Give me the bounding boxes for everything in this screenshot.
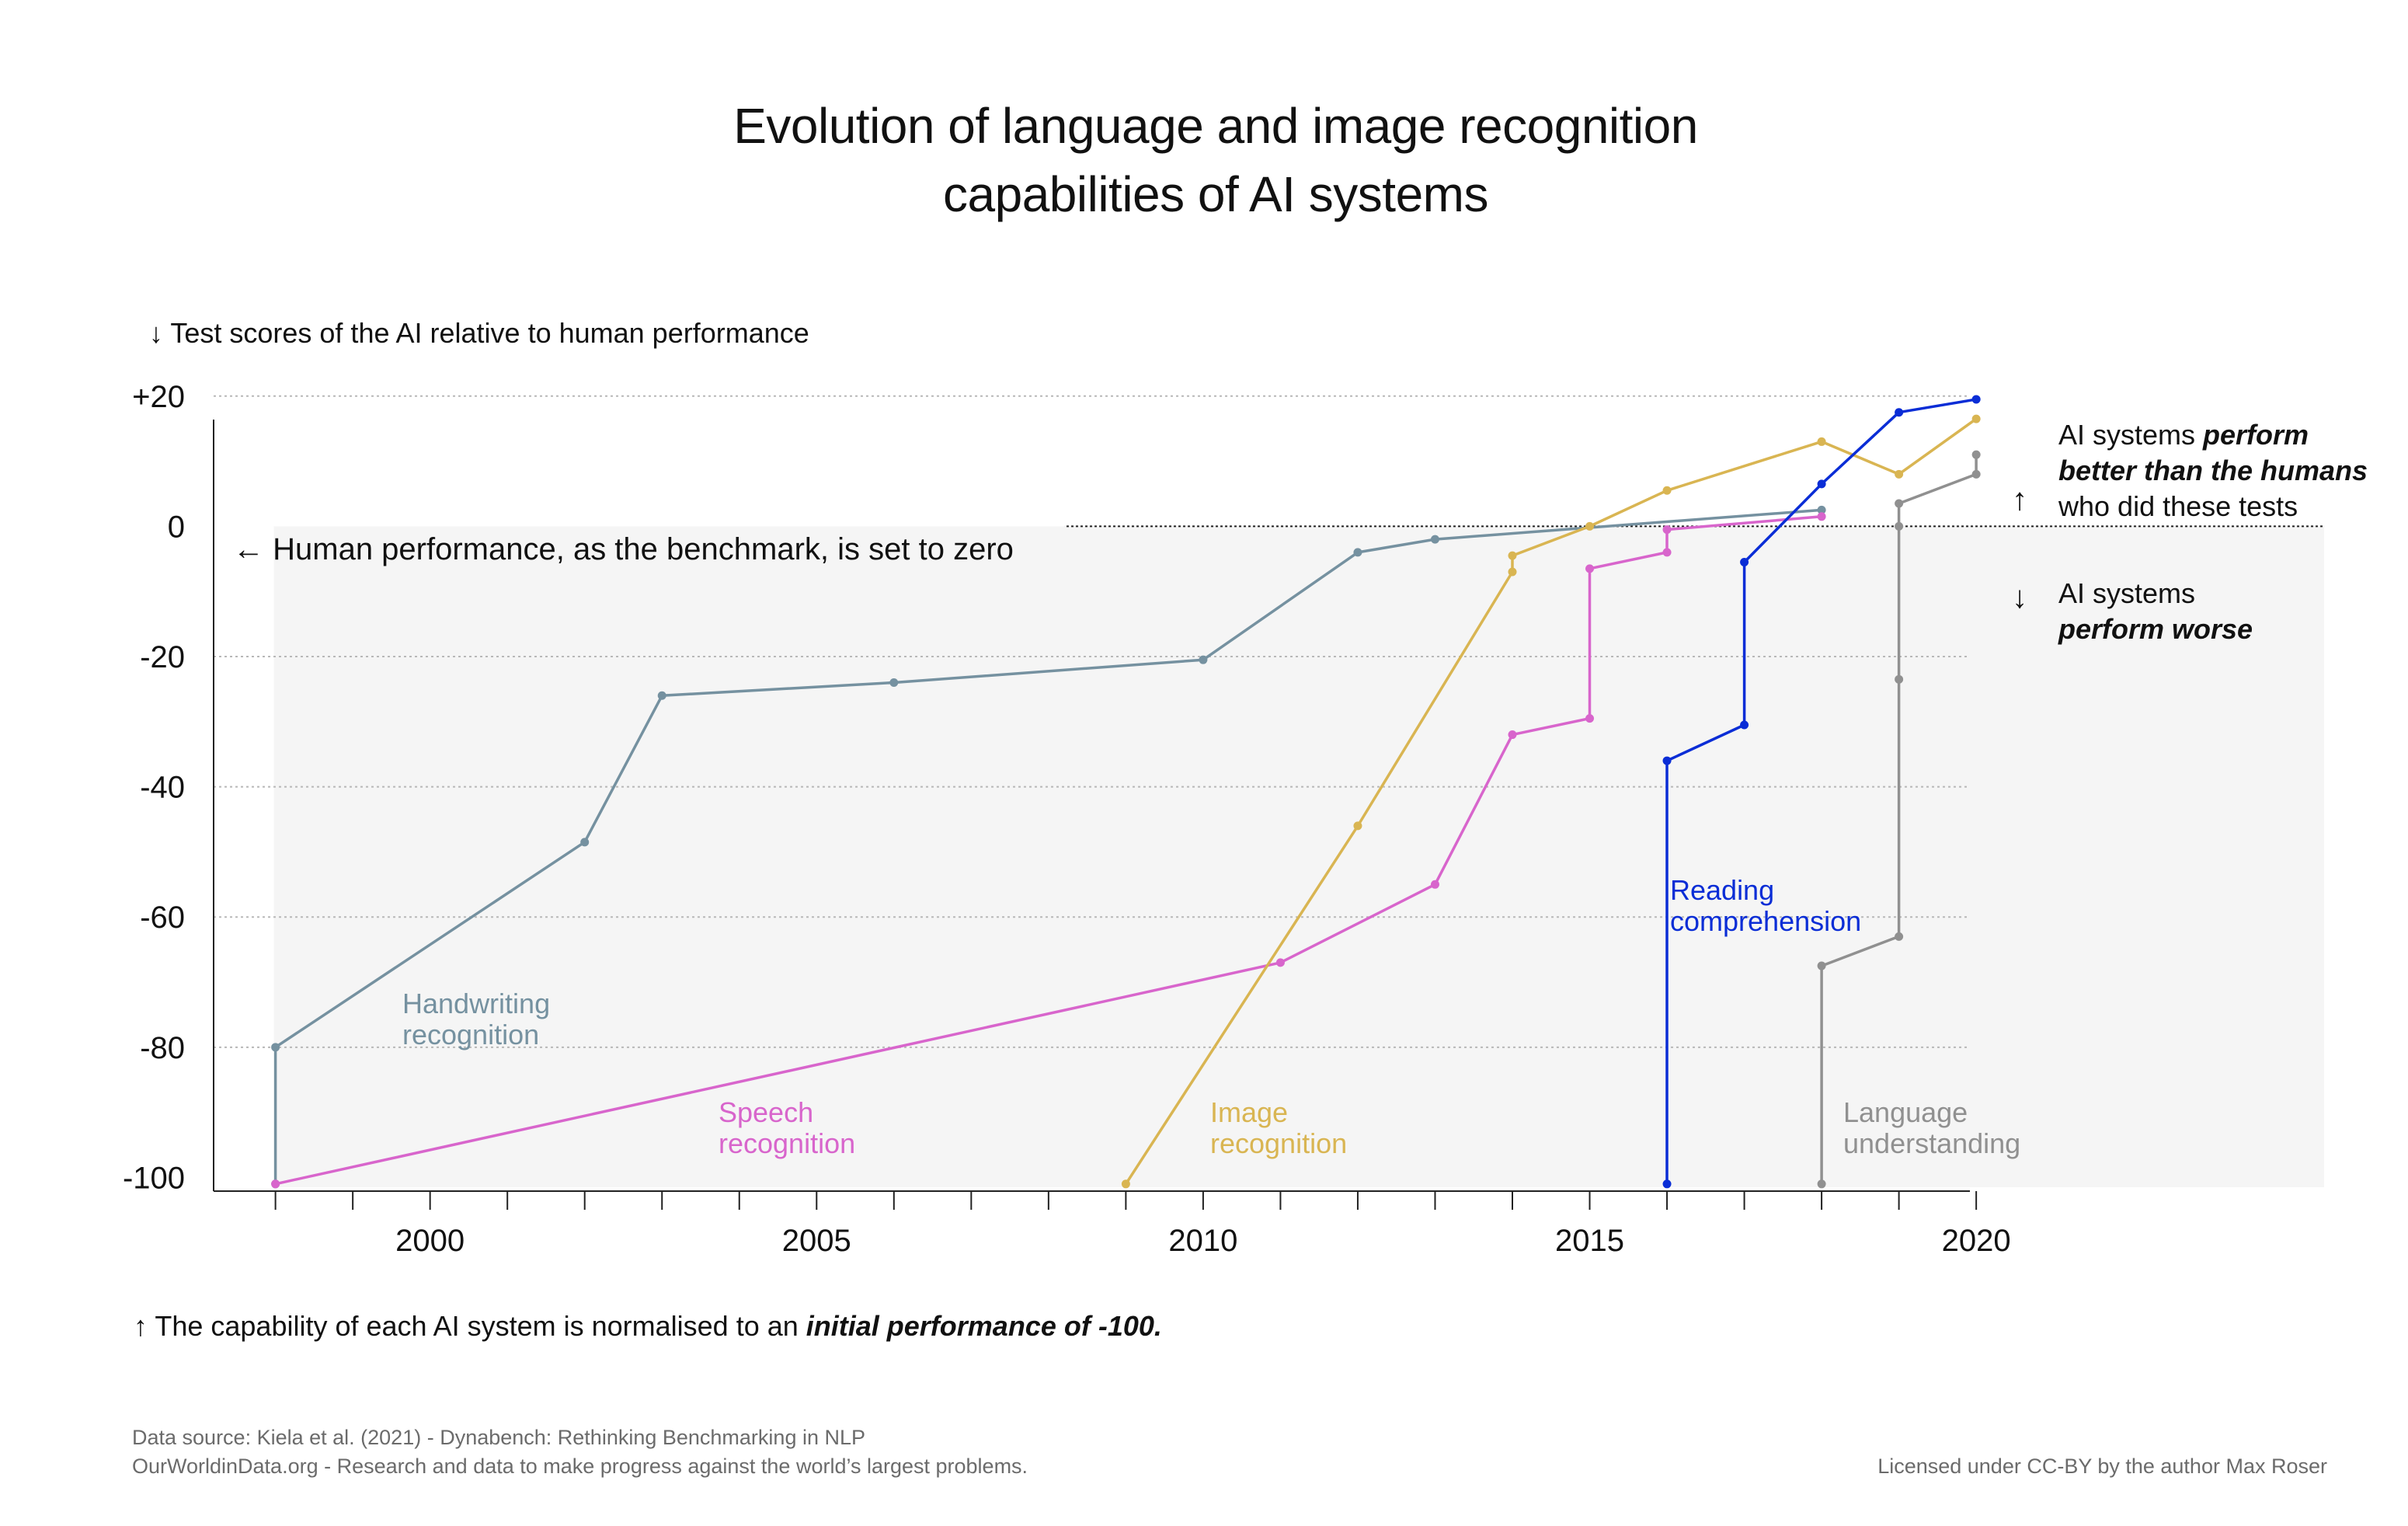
data-point-language — [1895, 499, 1904, 508]
better-annotation: AI systems perform better than the humans… — [2058, 419, 2368, 522]
better-arrow: ↑ — [2012, 483, 2027, 517]
series-label-line: Language — [1843, 1096, 1968, 1128]
data-point-reading — [1662, 1179, 1672, 1189]
y-tick-label: -80 — [140, 1031, 185, 1065]
better-line-1: AI systems — [2058, 419, 2203, 451]
data-point-handwriting — [271, 1043, 280, 1052]
worse-line-2: perform worse — [2058, 613, 2253, 645]
y-axis-note: ↓ Test scores of the AI relative to huma… — [149, 317, 809, 349]
owid-credit: OurWorldinData.org - Research and data t… — [132, 1455, 1028, 1478]
worse-line-1: AI systems — [2058, 577, 2195, 609]
data-point-handwriting — [1199, 655, 1208, 664]
series-label-image: Image recognition — [1210, 1096, 1347, 1159]
series-label-handwriting: Handwriting recognition — [402, 988, 550, 1050]
data-point-speech — [1585, 564, 1595, 573]
y-tick-label: -60 — [140, 901, 185, 935]
data-point-image — [1662, 486, 1672, 495]
data-point-reading — [1971, 395, 1981, 404]
y-tick-label: +20 — [132, 380, 185, 414]
normalisation-note-text: ↑ The capability of each AI system is no… — [134, 1310, 806, 1342]
data-point-speech — [1275, 958, 1285, 967]
x-tick-label: 2005 — [782, 1224, 851, 1258]
series-label-line: Speech — [719, 1096, 813, 1128]
series-label-line: Reading — [1670, 874, 1774, 906]
series-label-line: Image — [1210, 1096, 1288, 1128]
data-point-handwriting — [889, 678, 899, 688]
data-point-language — [1895, 932, 1904, 941]
data-point-handwriting — [1430, 535, 1439, 544]
x-tick-label: 2010 — [1168, 1224, 1237, 1258]
series-line-language — [1820, 455, 1978, 1184]
below-human-shade — [273, 526, 2324, 1187]
data-point-language — [1971, 450, 1981, 459]
data-point-language — [1817, 1179, 1826, 1189]
data-point-speech — [1817, 512, 1826, 521]
data-point-speech — [1662, 548, 1672, 557]
data-point-image — [1895, 469, 1904, 479]
x-tick-label: 2015 — [1555, 1224, 1624, 1258]
worse-arrow: ↓ — [2012, 580, 2027, 615]
data-point-reading — [1740, 557, 1749, 566]
data-point-image — [1508, 567, 1517, 577]
series-label-line: recognition — [1210, 1127, 1347, 1159]
data-point-language — [1971, 469, 1981, 479]
series-label-language: Language understanding — [1843, 1096, 2020, 1159]
y-tick-label: -100 — [123, 1161, 185, 1195]
series-label-reading: Reading comprehension — [1670, 874, 1861, 937]
series-label-speech: Speech recognition — [719, 1096, 855, 1159]
data-point-language — [1895, 521, 1904, 531]
data-point-language — [1895, 674, 1904, 684]
better-line-3: who did these tests — [2058, 490, 2298, 522]
x-tick-label: 2020 — [1942, 1224, 2011, 1258]
x-tick-label: 2000 — [395, 1224, 465, 1258]
data-point-reading — [1817, 479, 1826, 489]
license-note: Licensed under CC-BY by the author Max R… — [1877, 1455, 2327, 1478]
data-point-image — [1817, 437, 1826, 446]
normalisation-note: ↑ The capability of each AI system is no… — [134, 1310, 1162, 1343]
data-source: Data source: Kiela et al. (2021) - Dynab… — [132, 1426, 865, 1449]
data-point-image — [1971, 414, 1981, 423]
data-point-handwriting — [1353, 548, 1362, 557]
worse-annotation: AI systems perform worse — [2058, 577, 2253, 645]
data-point-handwriting — [1817, 505, 1826, 514]
series-label-line: recognition — [402, 1019, 539, 1050]
y-tick-label: -20 — [140, 640, 185, 674]
y-tick-label: -40 — [140, 771, 185, 805]
data-point-image — [1121, 1179, 1130, 1189]
data-point-image — [1585, 521, 1595, 531]
data-point-speech — [271, 1179, 280, 1189]
data-point-image — [1508, 551, 1517, 560]
data-point-speech — [1430, 880, 1439, 889]
series-label-line: Handwriting — [402, 988, 550, 1019]
title-line-1: Evolution of language and image recognit… — [733, 98, 1698, 154]
title-line-2: capabilities of AI systems — [943, 166, 1488, 222]
data-point-speech — [1662, 525, 1672, 535]
series-label-line: recognition — [719, 1127, 855, 1159]
data-point-image — [1353, 821, 1362, 831]
data-point-language — [1817, 961, 1826, 970]
data-point-handwriting — [657, 691, 666, 700]
data-point-reading — [1662, 756, 1672, 765]
data-point-speech — [1508, 730, 1517, 740]
data-point-reading — [1740, 720, 1749, 730]
y-tick-label: 0 — [168, 510, 185, 544]
data-point-speech — [1585, 714, 1595, 723]
benchmark-note: ← Human performance, as the benchmark, i… — [233, 532, 1014, 566]
better-line-2: better than the humans — [2058, 455, 2368, 486]
data-point-handwriting — [580, 838, 590, 847]
data-point-reading — [1895, 408, 1904, 417]
series-label-line: comprehension — [1670, 905, 1861, 937]
normalisation-note-emphasis: initial performance of -100. — [806, 1310, 1162, 1342]
better-line-1-bold: perform — [2202, 419, 2309, 451]
footer-source-block: Data source: Kiela et al. (2021) - Dynab… — [132, 1423, 1028, 1481]
series-label-line: understanding — [1843, 1127, 2020, 1159]
chart-title: Evolution of language and image recognit… — [0, 92, 2408, 228]
